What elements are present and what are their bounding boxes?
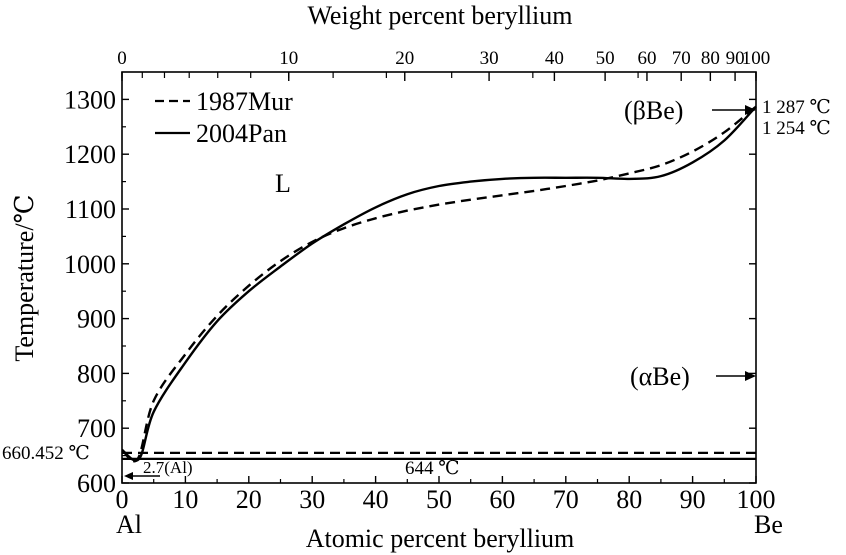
x-axis-title: Atomic percent beryllium [306,524,575,553]
element-label-al: Al [116,510,142,539]
top-tick-label: 20 [395,48,414,69]
x-tick-label: 80 [616,485,642,514]
x-tick-label: 40 [363,485,389,514]
top-tick-label: 90 [726,48,745,69]
x-tick-label: 90 [680,485,706,514]
x-tick-label: 50 [426,485,452,514]
y-tick-label: 600 [77,469,116,498]
label-1254: 1 254 ℃ [762,118,831,139]
label-660: 660.452 ℃ [2,443,90,464]
x-tick-label: 100 [737,485,776,514]
ticks-layer: 0 10 20 30 40 50 60 70 80 90 100600700800900100011… [64,48,776,514]
element-label-be: Be [754,510,783,539]
top-tick-label: 40 [545,48,564,69]
y-tick-label: 700 [77,414,116,443]
label-1287: 1 287 ℃ [762,97,831,118]
y-tick-label: 800 [77,359,116,388]
top-axis-title: Weight percent beryllium [307,1,572,30]
y-tick-label: 1100 [65,195,116,224]
legend-label-1987mur: 1987Mur [196,87,293,116]
region-label-liquid: L [275,169,291,198]
top-tick-label: 0 [117,48,127,69]
top-tick-label: 60 [637,48,656,69]
arrowhead-beta-be [745,105,756,115]
liquidus-curve-1987mur [121,105,757,463]
top-tick-label: 10 [279,48,298,69]
top-tick-label: 100 [742,48,771,69]
arrowhead-alpha-be [745,371,756,381]
x-tick-label: 30 [299,485,325,514]
top-tick-label: 80 [701,48,720,69]
arrowhead-eutectic [124,472,133,480]
y-tick-label: 1000 [64,250,116,279]
x-tick-label: 70 [553,485,579,514]
y-axis-title: Temperature/℃ [10,194,39,361]
x-tick-label: 60 [489,485,515,514]
series-layer [121,105,757,463]
label-eutectic-composition: 2.7(Al) [143,458,193,477]
label-alpha-be: (αBe) [630,362,690,391]
legend-label-2004pan: 2004Pan [196,119,287,148]
x-tick-label: 0 [116,485,129,514]
top-tick-label: 50 [596,48,615,69]
label-beta-be: (βBe) [624,96,683,125]
y-tick-label: 900 [77,305,116,334]
x-tick-label: 10 [172,485,198,514]
label-644: 644 ℃ [405,458,460,479]
y-tick-label: 1300 [64,85,116,114]
top-tick-label: 30 [480,48,499,69]
x-tick-label: 20 [236,485,262,514]
legend: 1987Mur 2004Pan [155,87,293,148]
top-tick-label: 70 [672,48,691,69]
liquidus-curve-2004pan [121,105,757,462]
y-tick-label: 1200 [64,140,116,169]
